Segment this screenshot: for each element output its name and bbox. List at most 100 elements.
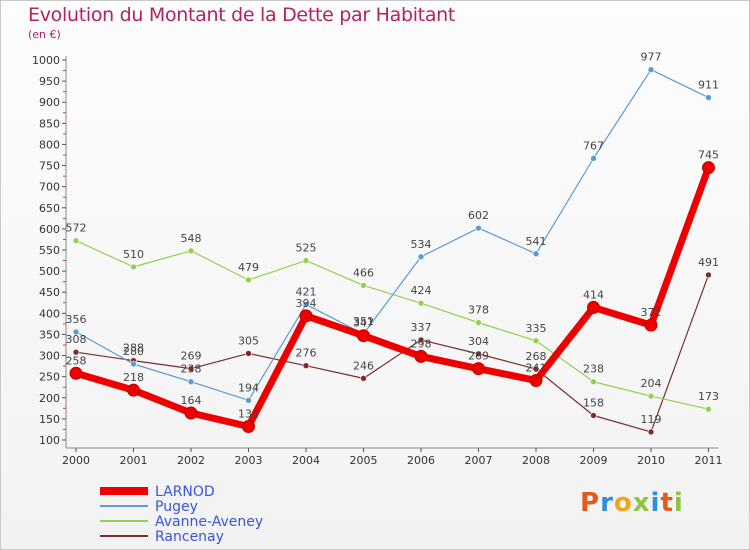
y-tick-label: 150 — [39, 413, 60, 426]
data-point — [187, 378, 195, 386]
y-tick-label: 750 — [39, 160, 60, 173]
logo-letter: r — [600, 488, 614, 518]
logo-letter: i — [673, 488, 684, 518]
data-label: 298 — [411, 337, 432, 350]
data-point — [587, 300, 600, 314]
data-point — [414, 349, 428, 363]
data-point — [705, 271, 712, 279]
data-point — [532, 250, 540, 258]
data-label: 269 — [181, 350, 202, 363]
data-label: 132 — [238, 407, 259, 420]
data-label: 280 — [123, 345, 144, 358]
x-tick-label: 2000 — [62, 454, 90, 467]
data-label: 258 — [66, 354, 87, 367]
x-tick-label: 2003 — [235, 454, 263, 467]
data-label: 572 — [66, 222, 87, 235]
data-point — [417, 336, 425, 344]
data-point — [187, 365, 195, 372]
data-point — [705, 94, 712, 101]
data-point — [417, 299, 425, 307]
logo-letter: x — [632, 488, 651, 518]
series-line-rancenay — [75, 274, 710, 433]
legend-label: Rancenay — [155, 529, 224, 545]
data-label: 977 — [641, 51, 662, 64]
data-point — [644, 318, 658, 332]
data-point — [647, 428, 655, 436]
legend-label: Pugey — [155, 499, 198, 515]
data-point — [472, 362, 485, 376]
y-tick-label: 450 — [39, 286, 60, 299]
y-tick-label: 100 — [39, 434, 60, 447]
data-label: 510 — [123, 248, 144, 261]
data-point — [529, 373, 543, 387]
data-label: 421 — [296, 285, 317, 298]
legend-label: Avanne-Aveney — [155, 514, 263, 530]
data-label: 466 — [353, 266, 374, 279]
y-tick-label: 550 — [39, 244, 60, 257]
x-tick-label: 2006 — [407, 454, 435, 467]
data-label: 602 — [468, 209, 489, 222]
data-label: 305 — [238, 334, 259, 347]
data-label: 288 — [123, 342, 144, 355]
y-tick-label: 200 — [39, 392, 60, 405]
data-label: 351 — [353, 315, 374, 328]
data-point — [72, 328, 80, 336]
data-point — [532, 337, 540, 345]
data-label: 119 — [641, 413, 662, 426]
logo-letter: P — [580, 488, 601, 518]
data-point — [184, 406, 198, 420]
data-label: 204 — [641, 377, 662, 390]
data-label: 767 — [583, 139, 604, 152]
data-label: 424 — [411, 284, 432, 297]
data-point — [590, 412, 597, 419]
x-tick-label: 2001 — [120, 454, 148, 467]
y-tick-label: 600 — [39, 223, 60, 236]
data-point — [705, 405, 712, 413]
y-tick-label: 800 — [39, 138, 60, 151]
x-tick-label: 2008 — [522, 454, 550, 467]
x-tick-label: 2004 — [292, 454, 320, 467]
data-label: 335 — [526, 322, 547, 335]
data-point — [130, 263, 137, 271]
y-tick-label: 250 — [39, 371, 60, 384]
data-point — [245, 276, 252, 284]
data-point — [475, 350, 482, 358]
chart-title: Evolution du Montant de la Dette par Hab… — [28, 4, 456, 26]
data-point — [702, 161, 715, 175]
data-point — [72, 348, 80, 356]
data-point — [299, 309, 313, 323]
data-label: 241 — [526, 361, 547, 374]
data-label: 534 — [411, 238, 432, 251]
data-label: 173 — [698, 390, 719, 403]
y-tick-label: 900 — [39, 96, 60, 109]
data-point — [647, 66, 655, 74]
x-tick-label: 2010 — [637, 454, 665, 467]
data-label: 414 — [583, 288, 604, 301]
data-label: 218 — [123, 371, 144, 384]
data-point — [647, 392, 655, 400]
series-line-larnod — [72, 164, 712, 430]
proxiti-logo: Proxiti — [580, 488, 684, 518]
data-label: 164 — [181, 394, 202, 407]
chart-subtitle: (en €) — [28, 28, 61, 41]
data-point — [360, 282, 367, 289]
y-tick-label: 650 — [39, 202, 60, 215]
data-label: 347 — [353, 317, 374, 330]
data-label: 745 — [698, 149, 719, 162]
y-tick-label: 500 — [39, 265, 60, 278]
data-point — [130, 360, 137, 368]
data-label: 356 — [66, 313, 87, 326]
data-point — [417, 253, 425, 261]
data-point — [357, 329, 370, 343]
logo-letter: o — [613, 488, 633, 518]
data-point — [360, 375, 367, 382]
logo-letter: t — [660, 488, 674, 518]
data-label: 269 — [468, 350, 489, 363]
data-label: 491 — [698, 256, 719, 269]
y-tick-label: 850 — [39, 117, 60, 130]
y-tick-label: 1000 — [32, 54, 60, 67]
data-label: 479 — [238, 261, 259, 274]
data-point — [72, 237, 80, 245]
